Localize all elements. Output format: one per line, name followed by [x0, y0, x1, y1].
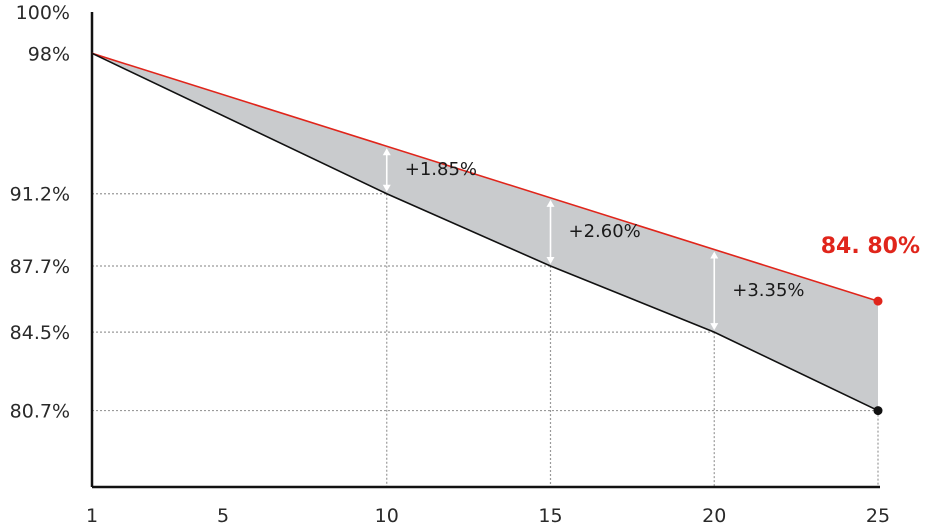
- end-point: [873, 296, 883, 306]
- y-tick-label: 80.7%: [10, 401, 70, 423]
- y-tick-label: 98%: [28, 43, 70, 65]
- y-tick-labels: 100% 98% 91.2% 87.7% 84.5% 80.7%: [10, 2, 70, 423]
- gain-labels: +1.85% +2.60% +3.35%: [405, 159, 805, 301]
- y-tick-label: 100%: [16, 2, 70, 24]
- end-point: [873, 406, 883, 416]
- horizontal-guides: [92, 193, 878, 412]
- gain-arrow-head-down: [382, 184, 391, 192]
- gain-label: +3.35%: [732, 280, 804, 301]
- y-tick-label: 84.5%: [10, 322, 70, 344]
- gain-arrows: [382, 148, 719, 331]
- gain-arrow-head-up: [710, 251, 719, 259]
- series-lines: [91, 52, 879, 412]
- gain-label: +1.85%: [405, 159, 477, 180]
- vertical-guides: [386, 193, 879, 487]
- series-line: [91, 52, 879, 412]
- gain-arrow-head-down: [710, 323, 719, 331]
- x-tick-label: 10: [375, 505, 399, 527]
- x-tick-label: 15: [538, 505, 562, 527]
- x-tick-label: 20: [702, 505, 726, 527]
- gain-arrow-head-up: [546, 199, 555, 207]
- gain-arrow-head-down: [546, 257, 555, 265]
- x-tick-label: 1: [86, 505, 98, 527]
- y-tick-label: 91.2%: [10, 184, 70, 206]
- y-tick-label: 87.7%: [10, 256, 70, 278]
- end-points: [873, 296, 883, 416]
- gain-arrow-head-up: [382, 148, 391, 156]
- series-line: [91, 52, 879, 302]
- final-value-label: 84. 80%: [821, 234, 920, 259]
- gain-label: +2.60%: [569, 221, 641, 242]
- x-tick-labels: 1 5 10 15 20 25: [86, 505, 890, 527]
- gap-area: [92, 53, 878, 411]
- x-tick-label: 25: [866, 505, 890, 527]
- x-tick-label: 5: [217, 505, 229, 527]
